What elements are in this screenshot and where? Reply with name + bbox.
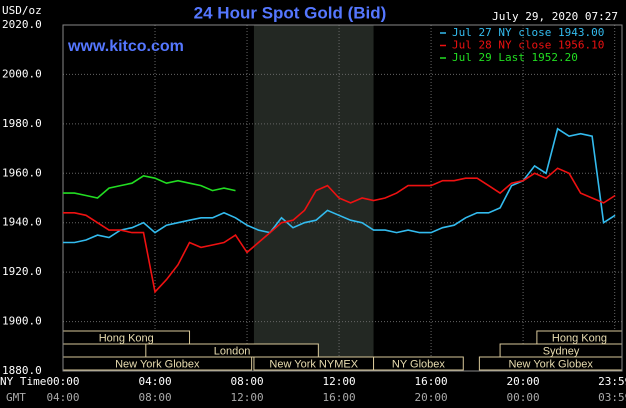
session-label: Sydney xyxy=(543,345,580,357)
plot-frame xyxy=(62,24,623,372)
x-row-label: NY Time xyxy=(0,375,46,388)
x2-row-label: GMT xyxy=(6,391,26,404)
x2-tick-label: 20:00 xyxy=(415,391,448,404)
y-tick-label: 1880.0 xyxy=(2,364,42,377)
session-label: London xyxy=(214,345,251,357)
y-tick-label: 1980.0 xyxy=(2,117,42,130)
x2-tick-label: 04:00 xyxy=(46,391,79,404)
series-line xyxy=(63,174,236,199)
x2-tick-label: 16:00 xyxy=(322,391,355,404)
session-label: Hong Kong xyxy=(99,332,154,344)
x-tick-label: 04:00 xyxy=(138,375,171,388)
x-tick-label: 08:00 xyxy=(230,375,263,388)
x2-tick-label: 08:00 xyxy=(138,391,171,404)
session-bar xyxy=(373,356,464,371)
x2-tick-label: 12:00 xyxy=(230,391,263,404)
highlight-band xyxy=(253,25,374,371)
x2-tick-label: 03:59 xyxy=(598,391,626,404)
timestamp: July 29, 2020 07:27 xyxy=(492,10,618,23)
legend-entry: Jul 28 NY close 1956.10 xyxy=(452,39,604,52)
watermark: www.kitco.com xyxy=(67,38,184,55)
legend-entry: Jul 29 Last 1952.20 xyxy=(452,51,578,64)
series-line xyxy=(63,167,616,294)
x-tick-label: 16:00 xyxy=(415,375,448,388)
y-tick-label: 1900.0 xyxy=(2,315,42,328)
x2-tick-label: 00:00 xyxy=(507,391,540,404)
y-tick-label: 1940.0 xyxy=(2,216,42,229)
session-label: New York NYMEX xyxy=(269,358,358,370)
x-tick-label: 12:00 xyxy=(322,375,355,388)
x-tick-label: 20:00 xyxy=(507,375,540,388)
session-label: NY Globex xyxy=(392,358,445,370)
legend-entry: Jul 27 NY close 1943.00 xyxy=(452,26,604,39)
y-unit: USD/oz xyxy=(2,4,42,17)
y-tick-label: 1920.0 xyxy=(2,265,42,278)
session-label: New York Globex xyxy=(115,358,200,370)
y-tick-label: 2020.0 xyxy=(2,18,42,31)
y-tick-label: 1960.0 xyxy=(2,166,42,179)
chart-title: 24 Hour Spot Gold (Bid) xyxy=(194,3,387,22)
y-tick-label: 2000.0 xyxy=(2,67,42,80)
session-label: New York Globex xyxy=(508,358,593,370)
x-tick-label: 23:59 xyxy=(598,375,626,388)
session-label: Hong Kong xyxy=(552,332,607,344)
x-tick-label: 00:00 xyxy=(46,375,79,388)
